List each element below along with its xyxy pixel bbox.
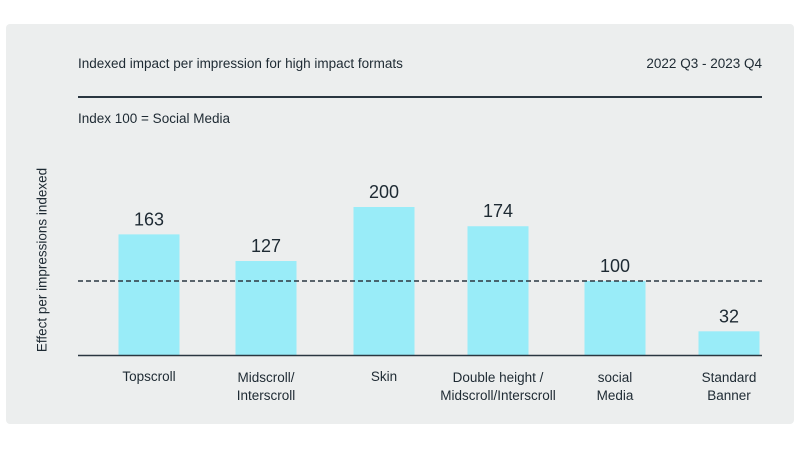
bar-5 bbox=[584, 281, 646, 355]
category-label-2: Midscroll/ Interscroll bbox=[236, 370, 296, 403]
value-label-1: 163 bbox=[134, 209, 164, 229]
category-label-1: Topscroll bbox=[122, 369, 176, 384]
bar-4 bbox=[467, 226, 529, 355]
value-label-6: 32 bbox=[719, 306, 739, 326]
category-label-6: Standard Banner bbox=[701, 370, 757, 403]
category-label-5: social Media bbox=[596, 370, 634, 403]
chart-subtitle: Index 100 = Social Media bbox=[78, 111, 230, 126]
category-label-4: Double height / Midscroll/Interscroll bbox=[440, 370, 556, 403]
value-label-5: 100 bbox=[600, 256, 630, 276]
chart-title: Indexed impact per impression for high i… bbox=[78, 56, 403, 71]
value-label-2: 127 bbox=[251, 236, 281, 256]
value-label-4: 174 bbox=[483, 201, 513, 221]
bar-2 bbox=[235, 261, 297, 355]
title-divider bbox=[78, 96, 762, 98]
category-label-3: Skin bbox=[370, 369, 398, 384]
chart-period: 2022 Q3 - 2023 Q4 bbox=[646, 56, 762, 71]
bar-1 bbox=[118, 234, 180, 355]
bar-6 bbox=[698, 331, 760, 355]
value-label-3: 200 bbox=[369, 182, 399, 202]
